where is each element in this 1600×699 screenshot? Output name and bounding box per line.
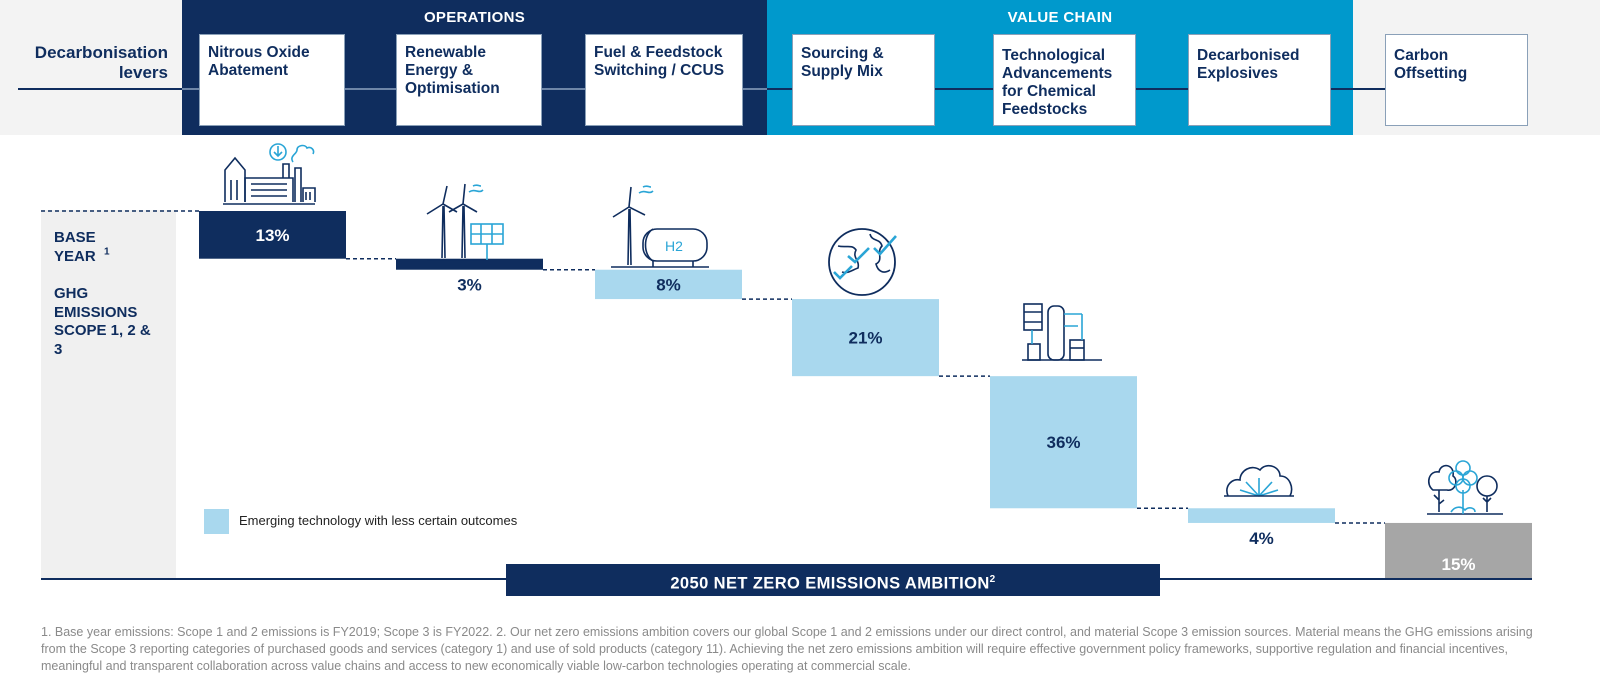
ghg-scope-label: GHG EMISSIONS SCOPE 1, 2 & 3: [54, 285, 151, 358]
factory-icon: [223, 143, 316, 205]
waterfall-bar: [199, 211, 346, 259]
waterfall-bar: [1385, 522, 1532, 578]
globe-check-icon: [828, 228, 897, 296]
lever-nitrous-oxide-abatement: Nitrous Oxide Abatement: [199, 34, 345, 126]
footnote-text: 1. Base year emissions: Scope 1 and 2 em…: [41, 625, 1533, 673]
lever-technological-advancements: Technological Advancements for Chemical …: [993, 34, 1136, 126]
lever-decarbonised-explosives: Decarbonised Explosives: [1188, 34, 1331, 126]
explosion-icon: [1224, 464, 1294, 497]
trees-icon: [1427, 460, 1503, 515]
decarbonisation-levers-label: Decarbonisation levers: [34, 43, 168, 82]
bar-value-label: 21%: [848, 329, 882, 348]
net-zero-ambition-text: 2050 NET ZERO EMISSIONS AMBITION: [670, 574, 990, 593]
wind-solar-icon: [426, 183, 504, 261]
base-year-footnote-marker: 1: [104, 246, 110, 258]
svg-text:H2: H2: [665, 238, 683, 254]
net-zero-ambition-banner: 2050 NET ZERO EMISSIONS AMBITION2: [506, 564, 1160, 596]
lever-sourcing-supply-mix: Sourcing & Supply Mix: [792, 34, 935, 126]
bar-value-label: 3%: [457, 276, 482, 295]
chemical-plant-icon: [1022, 303, 1102, 361]
base-year-text: BASE YEAR: [54, 229, 96, 265]
bar-value-label: 4%: [1249, 529, 1274, 548]
levers-connector-line: [18, 88, 182, 90]
waterfall-bar: [595, 269, 742, 300]
legend-swatch-emerging: [204, 509, 229, 534]
operations-group-title: OPERATIONS: [423, 9, 526, 26]
lever-fuel-feedstock-switching: Fuel & Feedstock Switching / CCUS: [585, 34, 743, 126]
waterfall-bar: [990, 376, 1137, 509]
base-year-column: [41, 210, 176, 578]
value-chain-group-title: VALUE CHAIN: [1007, 9, 1113, 26]
legend-label-emerging: Emerging technology with less certain ou…: [239, 513, 518, 528]
bar-value-label: 8%: [656, 275, 681, 294]
bar-value-label: 13%: [255, 226, 289, 245]
hydrogen-icon: H2: [611, 185, 709, 268]
waterfall-bar: [792, 299, 939, 377]
lever-renewable-energy: Renewable Energy & Optimisation: [396, 34, 542, 126]
net-zero-footnote-marker: 2: [989, 574, 996, 585]
bar-value-label: 36%: [1046, 433, 1080, 452]
waterfall-bar: [396, 258, 543, 270]
bar-value-label: 15%: [1441, 555, 1475, 574]
lever-carbon-offsetting: Carbon Offsetting: [1385, 34, 1528, 126]
waterfall-bar: [1188, 508, 1335, 523]
base-year-label: BASE YEAR 1 GHG EMISSIONS SCOPE 1, 2 & 3: [54, 229, 154, 359]
